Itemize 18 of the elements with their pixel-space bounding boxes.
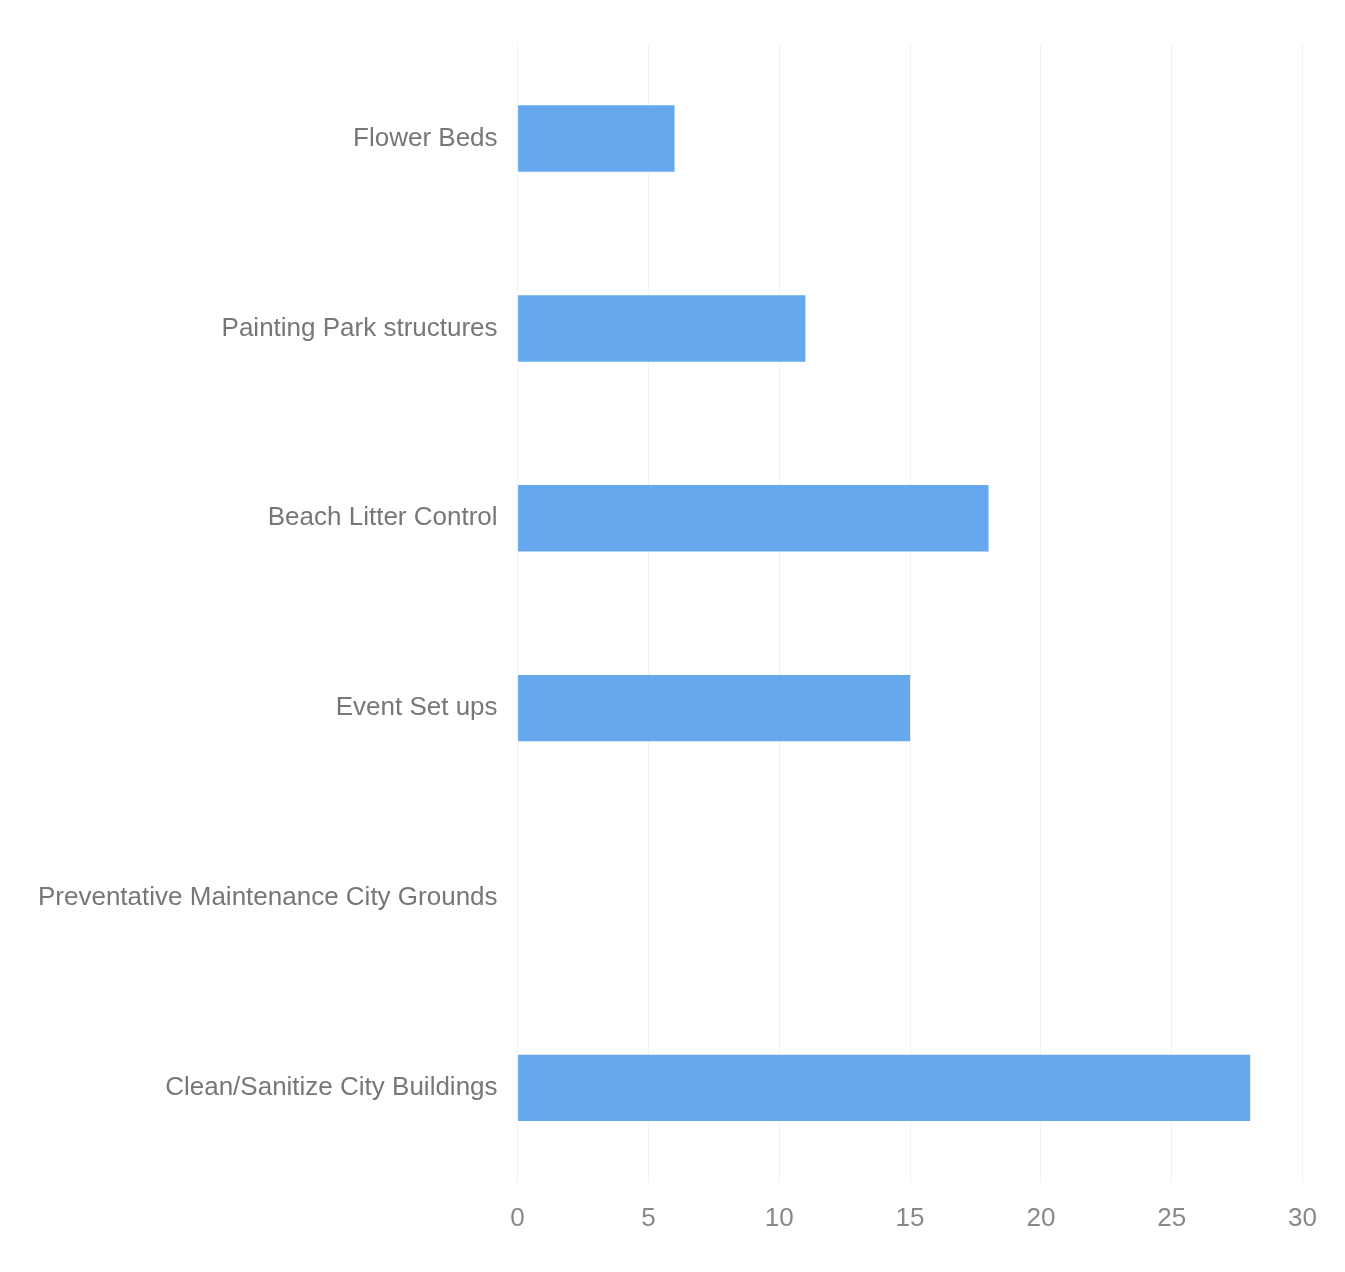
y-tick-label: Clean/Sanitize City Buildings bbox=[165, 1071, 498, 1102]
y-tick-label: Event Set ups bbox=[335, 691, 498, 722]
bar bbox=[518, 1054, 1251, 1122]
x-tick-label: 0 bbox=[510, 1201, 525, 1232]
y-tick-label: Preventative Maintenance City Grounds bbox=[37, 881, 498, 912]
bar bbox=[518, 485, 989, 552]
x-tick-label: 5 bbox=[641, 1201, 656, 1232]
x-tick-label: 30 bbox=[1288, 1201, 1317, 1232]
bar bbox=[518, 105, 675, 172]
x-tick-label: 20 bbox=[1026, 1201, 1056, 1232]
x-tick-label: 10 bbox=[764, 1201, 794, 1232]
y-tick-label: Painting Park structures bbox=[221, 311, 498, 342]
bar bbox=[518, 295, 806, 362]
x-tick-label: 15 bbox=[895, 1201, 925, 1232]
bar bbox=[518, 674, 911, 742]
y-tick-label: Beach Litter Control bbox=[267, 501, 498, 532]
x-tick-label: 25 bbox=[1157, 1201, 1187, 1232]
y-tick-label: Flower Beds bbox=[353, 121, 498, 152]
